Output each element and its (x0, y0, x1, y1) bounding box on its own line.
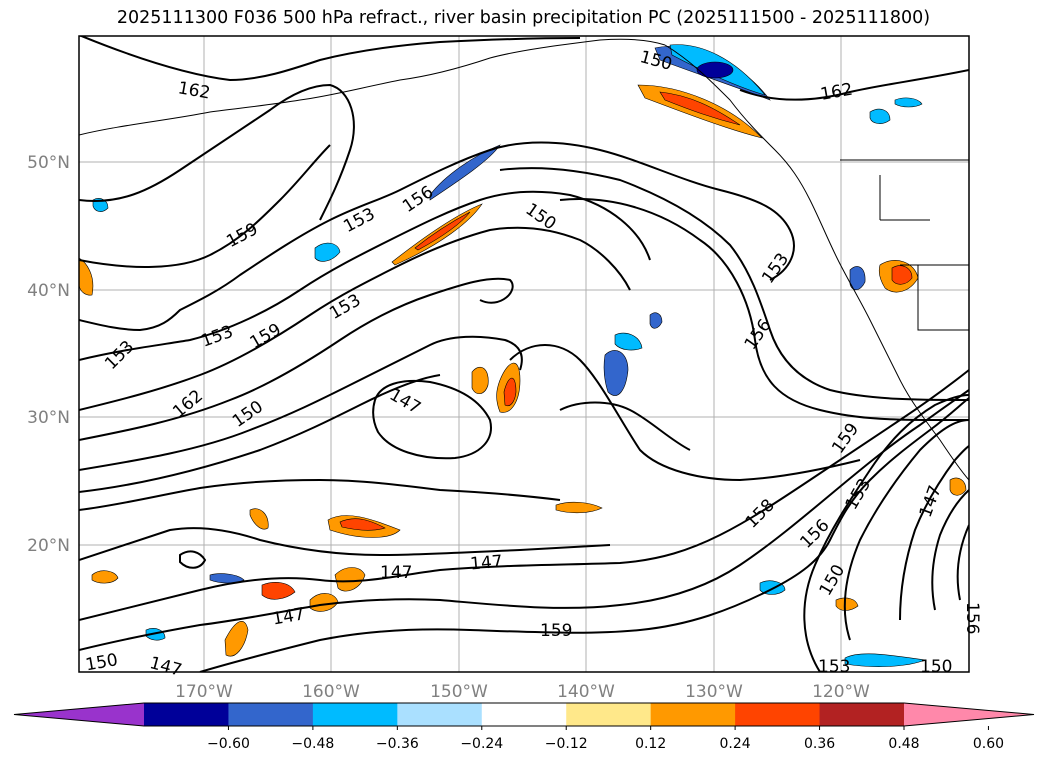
colorbar: −0.60 −0.48 −0.36 −0.24 −0.12 0.12 0.24 0.36 0.4… (13, 702, 1035, 752)
contour-label: 147 (469, 552, 503, 575)
contour-label: 147 (271, 604, 306, 629)
colorbar-segment (650, 703, 736, 726)
contour-label: 153 (326, 290, 364, 324)
lon-label: 130°W (685, 682, 743, 702)
contour-label: 147 (916, 483, 946, 520)
contour-label: 153 (340, 204, 378, 237)
colorbar-segment (735, 703, 821, 726)
colorbar-segment (397, 703, 483, 726)
lat-label: 30°N (27, 408, 70, 428)
lon-label: 150°W (430, 682, 488, 702)
contour-label: 153 (758, 249, 793, 287)
colorbar-tick-label: −0.36 (376, 736, 419, 752)
colorbar-segment (228, 703, 314, 726)
contour-label: 156 (741, 316, 776, 354)
contour-label: 147 (380, 563, 412, 583)
contour-label: 150 (816, 561, 850, 599)
longitude-labels: 170°W 160°W 150°W 140°W 130°W 120°W (175, 682, 870, 702)
colorbar-tick-label: −0.12 (545, 736, 588, 752)
map-title: 2025111300 F036 500 hPa refract., river … (116, 8, 931, 28)
colorbar-segment (312, 703, 398, 726)
contour-label: 150 (920, 657, 952, 677)
lat-label: 50°N (27, 153, 70, 173)
lon-label: 140°W (557, 682, 615, 702)
contour-label: 159 (247, 320, 285, 354)
lat-label: 40°N (27, 281, 70, 301)
colorbar-segment (819, 703, 905, 726)
lat-label: 20°N (27, 536, 70, 556)
contour-label: 159 (540, 621, 572, 641)
contour-label: 153 (101, 337, 138, 374)
colorbar-extend-low (14, 703, 144, 726)
coastlines (79, 38, 969, 481)
colorbar-segment (566, 703, 652, 726)
refractivity-contours (79, 36, 969, 672)
colorbar-tick-label: 0.12 (635, 736, 666, 752)
contour-label: 162 (819, 80, 854, 105)
contour-label: 147 (147, 653, 184, 681)
colorbar-tick-label: −0.60 (207, 736, 250, 752)
contour-label: 158 (742, 495, 779, 532)
lon-label: 170°W (175, 682, 233, 702)
contour-label: 153 (818, 657, 850, 677)
contour-label: 156 (796, 516, 833, 553)
contour-label: 162 (176, 78, 211, 103)
colorbar-segment (481, 703, 567, 726)
contour-label: 156 (962, 602, 982, 634)
map-frame (78, 35, 970, 673)
colorbar-segment (144, 703, 229, 726)
colorbar-tick-label: −0.24 (460, 736, 503, 752)
lon-label: 160°W (302, 682, 360, 702)
colorbar-tick-label: 0.60 (973, 736, 1004, 752)
lon-label: 120°W (812, 682, 870, 702)
latitude-labels: 20°N 30°N 40°N 50°N (27, 153, 70, 556)
colorbar-outline (13, 702, 1035, 727)
colorbar-tick-label: 0.48 (888, 736, 919, 752)
colorbar-extend-high (904, 703, 1034, 726)
colorbar-tick-label: 0.36 (804, 736, 835, 752)
contour-label: 159 (828, 419, 863, 457)
colorbar-tick-label: 0.24 (720, 736, 751, 752)
precipitation-anomaly-patches (79, 44, 967, 667)
gridlines (79, 36, 969, 672)
colorbar-tick-label: −0.48 (291, 736, 334, 752)
